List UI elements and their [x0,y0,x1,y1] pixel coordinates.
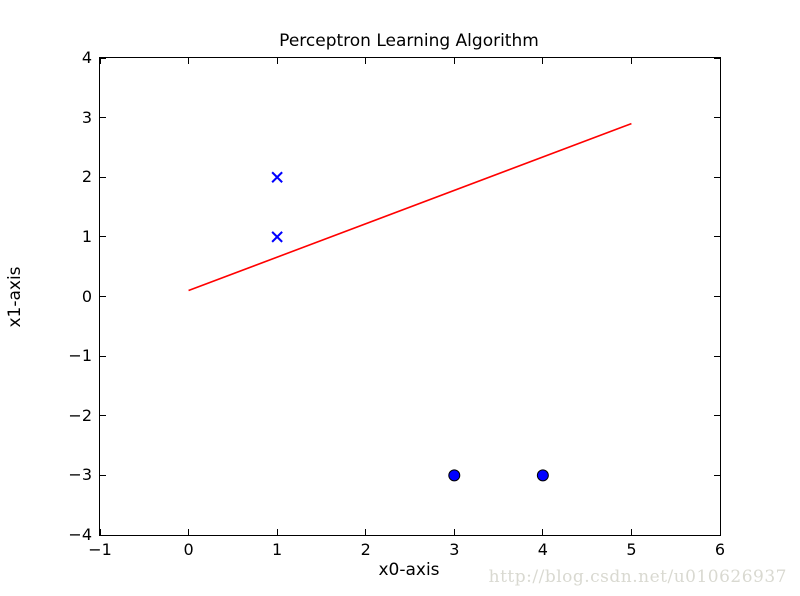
y-tick-mark [100,117,106,119]
x-tick-label: 3 [449,540,460,559]
y-tick-mark [714,415,720,417]
negative-class-points-marker [536,469,549,482]
positive-class-points-marker [271,171,283,183]
y-tick-mark [100,355,106,357]
x-tick-mark [719,58,721,64]
plot-area: −1 0 1 2 3 4 5 6 −4 −3 −2 −1 0 1 2 3 4 [68,49,725,559]
y-tick-mark [714,176,720,178]
x-tick-mark [630,58,632,64]
x-tick-label: 1 [272,540,283,559]
x-tick-mark [365,58,367,64]
x-tick-mark [630,529,632,535]
y-tick-mark [714,296,720,297]
y-tick-label: 4 [81,48,92,67]
chart-title: Perceptron Learning Algorithm [279,31,539,51]
x-tick-mark [99,529,101,535]
positive-class-points-marker [271,231,283,243]
x-tick-label: 5 [626,540,637,559]
y-tick-mark [100,296,106,297]
y-tick-mark [100,534,106,536]
x-tick-mark [365,529,367,535]
y-tick-label: 2 [81,167,92,187]
y-tick-mark [100,474,106,476]
y-tick-label: −4 [68,525,92,544]
y-tick-label: 1 [81,226,92,246]
y-tick-mark [714,57,720,59]
negative-class-points-marker [448,469,461,482]
y-axis-label: x1-axis [5,266,25,328]
x-tick-mark [276,58,278,64]
x-tick-mark [719,529,721,535]
x-tick-label: −1 [88,540,112,559]
y-tick-label: −2 [68,405,92,425]
watermark-text: http://blog.csdn.net/u010626937 [488,567,787,587]
y-tick-mark [714,117,720,119]
x-tick-label: 4 [537,540,548,559]
y-tick-label: −3 [68,465,92,485]
y-tick-mark [714,355,720,357]
x-tick-label: 6 [714,540,726,559]
x-tick-mark [542,529,544,535]
x-tick-mark [188,529,190,535]
y-tick-mark [714,534,720,536]
y-tick-mark [100,415,106,417]
y-tick-label: 0 [81,286,92,306]
y-tick-mark [100,176,106,178]
x-tick-label: 2 [360,540,371,559]
plot-canvas [188,122,632,482]
y-tick-mark [100,236,106,238]
decision-boundary-line [188,122,632,292]
y-tick-mark [100,57,106,59]
x-tick-mark [453,529,455,535]
x-tick-label: 0 [183,540,194,559]
y-tick-mark [714,474,720,476]
y-tick-mark [714,236,720,238]
x-tick-mark [276,529,278,535]
x-axis-label: x0-axis [378,560,440,580]
x-tick-mark [453,58,455,64]
x-tick-mark [99,58,101,64]
x-tick-mark [542,58,544,64]
y-tick-label: −1 [68,346,92,366]
y-tick-label: 3 [81,107,92,127]
x-tick-mark [188,58,190,64]
